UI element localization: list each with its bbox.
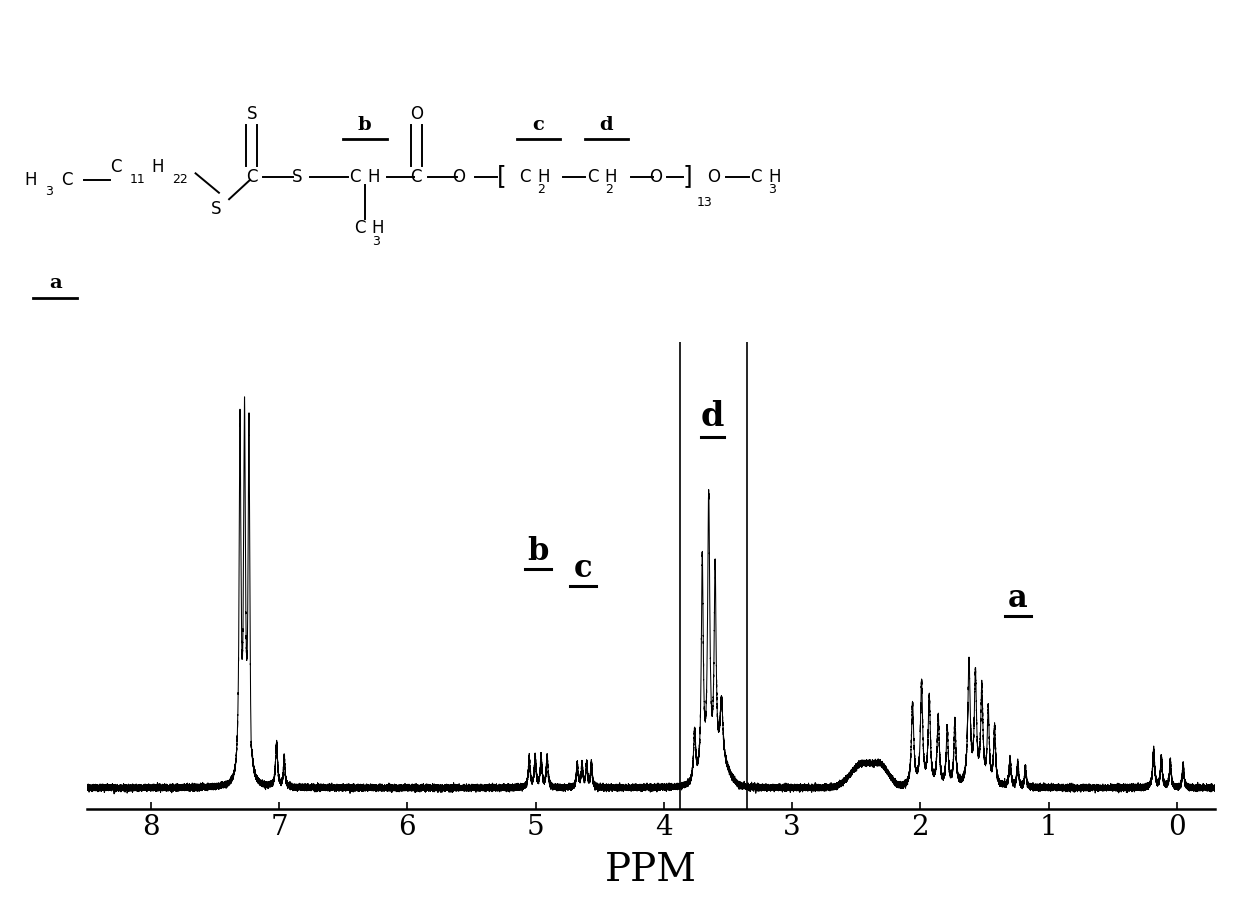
Text: c: c: [574, 553, 593, 583]
Text: O: O: [453, 167, 465, 185]
Text: C: C: [587, 167, 599, 185]
Text: 11: 11: [129, 174, 145, 186]
Text: c: c: [532, 116, 544, 134]
Text: S: S: [247, 105, 257, 123]
Text: C: C: [520, 167, 531, 185]
Text: H: H: [367, 167, 379, 185]
Text: H: H: [537, 167, 549, 185]
Text: H: H: [151, 158, 164, 176]
Text: C: C: [353, 219, 366, 237]
Text: O: O: [409, 105, 423, 123]
Text: b: b: [527, 536, 549, 567]
Text: O: O: [707, 167, 720, 185]
Text: H: H: [24, 171, 37, 189]
Text: C: C: [61, 171, 72, 189]
Text: 13: 13: [697, 196, 713, 209]
Text: C: C: [246, 167, 258, 185]
Text: H: H: [372, 219, 384, 237]
Text: H: H: [605, 167, 618, 185]
Text: a: a: [1008, 583, 1028, 614]
Text: b: b: [358, 116, 372, 134]
Text: ]: ]: [683, 165, 692, 189]
X-axis label: PPM: PPM: [605, 852, 697, 889]
Text: d: d: [599, 116, 613, 134]
Text: 3: 3: [769, 183, 776, 196]
Text: 2: 2: [605, 183, 613, 196]
Text: S: S: [211, 200, 222, 218]
Text: C: C: [110, 158, 122, 176]
Text: 3: 3: [45, 185, 53, 198]
Text: C: C: [410, 167, 422, 185]
Text: C: C: [350, 167, 361, 185]
Text: 22: 22: [172, 174, 188, 186]
Text: O: O: [649, 167, 662, 185]
Text: [: [: [497, 165, 507, 189]
Text: S: S: [291, 167, 303, 185]
Text: 2: 2: [537, 183, 544, 196]
Text: 3: 3: [372, 235, 379, 248]
Text: d: d: [701, 400, 724, 433]
Text: a: a: [48, 274, 62, 292]
Text: H: H: [769, 167, 781, 185]
Text: C: C: [750, 167, 763, 185]
